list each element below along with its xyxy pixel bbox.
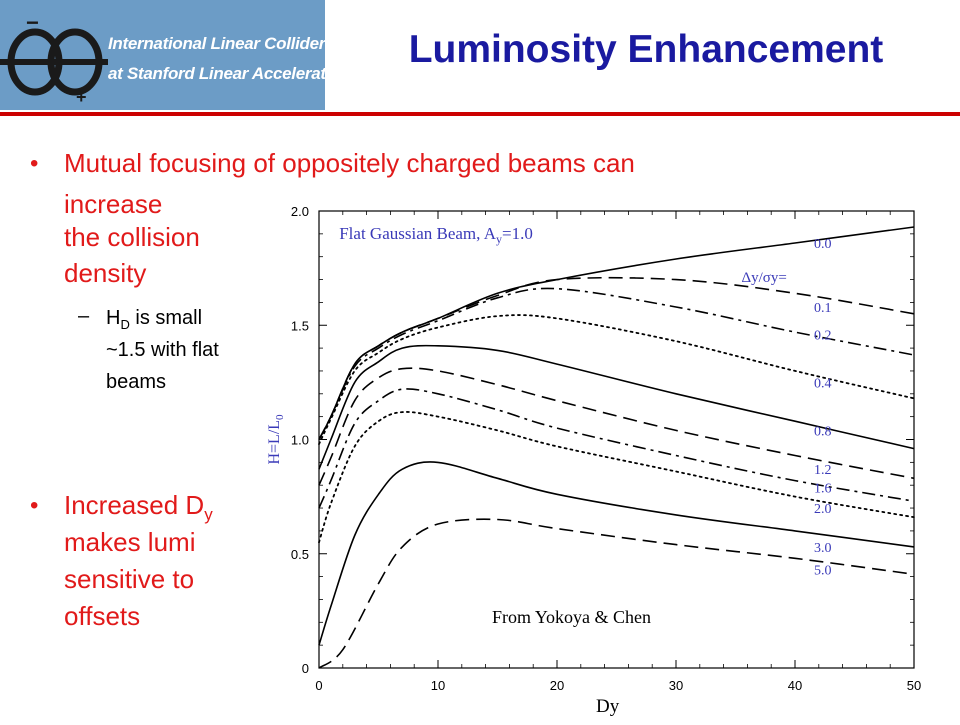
series-label-0-1: 0.1 (814, 301, 832, 316)
x-tick-label: 10 (431, 678, 445, 693)
sub-h-subscript: D (120, 317, 130, 332)
logo-minus: − (26, 10, 39, 35)
logo-line-1: International Linear Collider (108, 34, 325, 53)
figure-credit: From Yokoya & Chen (492, 607, 652, 627)
y-tick-label: 0.5 (291, 547, 309, 562)
y-tick-label: 0 (302, 661, 309, 676)
chart-axes: 0 10 20 30 40 50 0 0.5 1.0 1.5 2.0 (291, 204, 921, 693)
logo-line-2: at Stanford Linear Accelerator Center (108, 64, 325, 83)
sub-h: H (106, 307, 121, 329)
series-line-5-0 (318, 518, 915, 669)
x-tick-label: 0 (315, 678, 322, 693)
bullet-2-prefix: Increased D (64, 490, 205, 520)
chart-title-tail: =1.0 (502, 224, 533, 243)
series-line-0-8 (318, 344, 915, 470)
y-tick-label: 1.5 (291, 318, 309, 333)
y-tick-label: 2.0 (291, 204, 309, 219)
luminosity-chart-svg: 0 10 20 30 40 50 0 0.5 1.0 1.5 2.0 0.0 0.1 0.2 0.4 0.8… (266, 204, 921, 693)
series-label-0-4: 0.4 (814, 376, 832, 391)
legend-header: Δy/σy= (741, 270, 786, 286)
bullet-2-line-2: makes lumi (64, 527, 196, 557)
series-line-1-2 (318, 367, 915, 486)
x-tick-label: 30 (669, 678, 683, 693)
slide-title: Luminosity Enhancement (408, 28, 884, 71)
series-line-3-0 (318, 461, 915, 646)
sub-bullet-line-3: beams (106, 371, 167, 393)
bullet-2-subscript: y (204, 505, 213, 525)
chart-title-main: Flat Gaussian Beam, A (339, 224, 496, 243)
bullet-1-dot: • (30, 150, 39, 177)
series-label-1-2: 1.2 (814, 463, 832, 478)
title-rule (0, 112, 960, 116)
series-line-0-2 (318, 287, 915, 440)
y-tick-label: 1.0 (291, 433, 309, 448)
x-tick-label: 20 (550, 678, 564, 693)
series-line-0-4 (318, 314, 915, 445)
series-label-3-0: 3.0 (814, 541, 832, 556)
y-axis-label-main: H=L/L (266, 420, 283, 465)
bullet-1-line-1: Mutual focusing of oppositely charged be… (64, 148, 635, 178)
sub-bullet-dash: – (78, 305, 90, 327)
x-axis-label-dy: Dy (596, 696, 620, 717)
chart-title: Flat Gaussian Beam, Ay=1.0 (339, 224, 533, 246)
chart-curves (318, 226, 915, 669)
bullet-1-line-3: the collision (64, 222, 200, 252)
bullet-1-line-2: increase (64, 189, 163, 219)
y-axis-label: H=L/L0 (266, 414, 286, 465)
chart-labels: 0.0 0.1 0.2 0.4 0.8 1.2 1.6 2.0 3.0 5.0 Flat Gauss… (266, 224, 832, 579)
series-label-0-0: 0.0 (814, 237, 832, 252)
ee-logo-mark: − + (0, 10, 108, 107)
bullet-2-line-4: offsets (64, 601, 141, 631)
series-label-0-2: 0.2 (814, 328, 832, 343)
luminosity-chart: 0 10 20 30 40 50 0 0.5 1.0 1.5 2.0 0.0 0.1 0.2 0.4 0.8… (262, 193, 960, 720)
bullet-2-line-1: Increased Dy (64, 490, 213, 525)
chart-title-sub: y (496, 232, 502, 246)
bullet-2-line-3: sensitive to (64, 564, 195, 594)
y-axis-label-sub: 0 (274, 414, 286, 420)
series-line-1-6 (318, 388, 915, 509)
series-label-5-0: 5.0 (814, 564, 832, 579)
x-tick-label: 40 (788, 678, 802, 693)
sub-bullet-line-1: HD is small (106, 304, 202, 339)
plot-frame (318, 210, 915, 669)
sub-rest: is small (129, 307, 203, 329)
series-label-2-0: 2.0 (814, 502, 832, 517)
logo-plus: + (76, 87, 87, 107)
bullet-1-line-4: density (64, 258, 147, 288)
ilc-logo: − + International Linear Collider at Sta… (0, 0, 325, 110)
x-tick-label: 50 (907, 678, 921, 693)
series-line-0-0 (318, 226, 915, 440)
series-label-0-8: 0.8 (814, 424, 832, 439)
bullet-2-dot: • (30, 492, 39, 519)
sub-bullet-line-2: ~1.5 with flat (106, 339, 219, 361)
series-label-1-6: 1.6 (814, 481, 832, 496)
